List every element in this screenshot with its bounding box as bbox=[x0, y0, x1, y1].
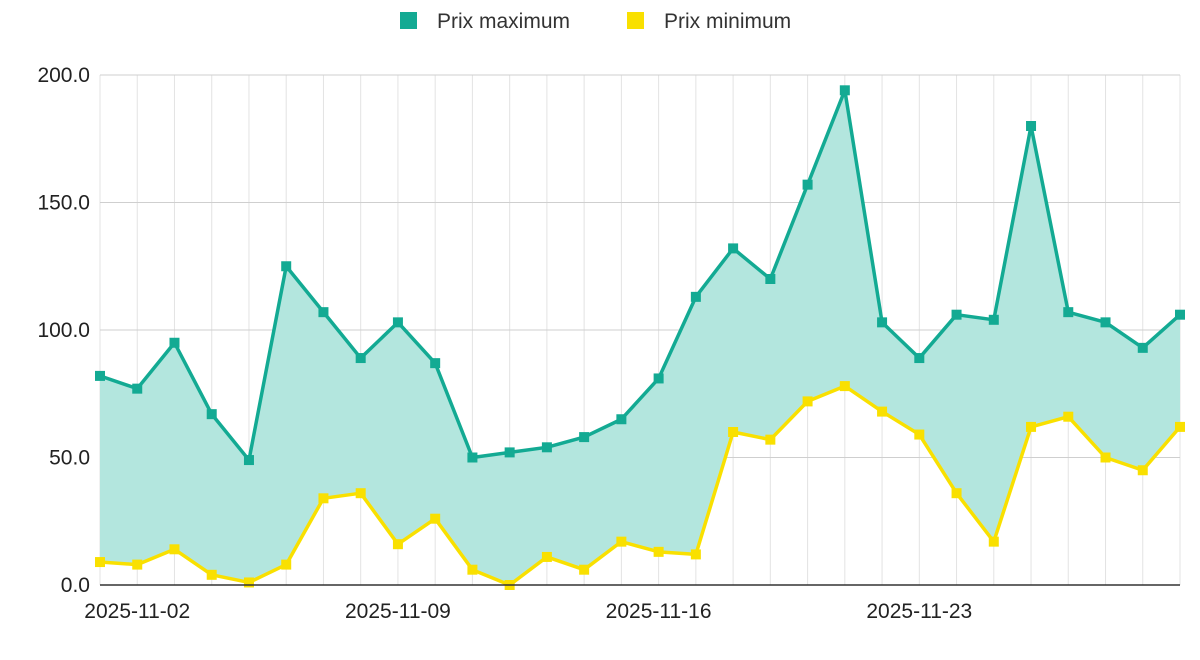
legend-swatch-prix-maximum bbox=[400, 12, 417, 29]
y-tick-label: 0.0 bbox=[61, 574, 90, 597]
data-point-prix-minimum bbox=[318, 493, 329, 504]
data-point-prix-maximum bbox=[728, 243, 739, 254]
legend-label-prix-minimum: Prix minimum bbox=[664, 10, 791, 33]
data-point-prix-maximum bbox=[1137, 342, 1148, 353]
data-point-prix-minimum bbox=[690, 549, 701, 560]
data-point-prix-minimum bbox=[467, 564, 478, 575]
y-tick-label: 50.0 bbox=[49, 447, 90, 470]
data-point-prix-maximum bbox=[169, 337, 180, 348]
data-point-prix-minimum bbox=[914, 429, 925, 440]
data-point-prix-maximum bbox=[243, 455, 254, 466]
data-point-prix-minimum bbox=[728, 427, 739, 437]
data-point-prix-minimum bbox=[355, 488, 366, 499]
data-point-prix-maximum bbox=[914, 353, 925, 364]
data-point-prix-minimum bbox=[616, 536, 627, 547]
data-point-prix-minimum bbox=[392, 539, 403, 550]
series-lines bbox=[99, 88, 1182, 587]
series-line-prix-minimum bbox=[99, 384, 1182, 587]
data-point-prix-maximum bbox=[839, 85, 850, 96]
data-point-prix-minimum bbox=[988, 536, 999, 547]
data-point-prix-minimum bbox=[1175, 421, 1185, 432]
data-point-prix-minimum bbox=[430, 513, 441, 524]
data-point-prix-minimum bbox=[1026, 421, 1037, 432]
data-point-prix-minimum bbox=[281, 559, 292, 570]
data-point-prix-maximum bbox=[1063, 307, 1074, 318]
data-point-prix-maximum bbox=[318, 307, 329, 318]
data-point-prix-maximum bbox=[467, 452, 478, 463]
data-point-prix-maximum bbox=[281, 261, 292, 272]
data-point-prix-minimum bbox=[243, 577, 254, 588]
legend-swatch-prix-minimum bbox=[627, 12, 644, 29]
data-point-prix-minimum bbox=[1137, 465, 1148, 476]
x-axis-tick-labels: 2025-11-02 2025-11-09 2025-11-16 2025-11-23 bbox=[84, 600, 972, 623]
data-point-prix-minimum bbox=[169, 544, 180, 555]
data-point-prix-minimum bbox=[802, 396, 813, 407]
data-point-prix-maximum bbox=[653, 373, 664, 384]
series-markers bbox=[95, 85, 1185, 590]
data-point-prix-maximum bbox=[1026, 121, 1037, 131]
data-point-prix-maximum bbox=[541, 442, 552, 453]
y-tick-label: 150.0 bbox=[37, 192, 90, 215]
series-line-prix-maximum bbox=[99, 88, 1182, 462]
data-point-prix-maximum bbox=[504, 447, 515, 458]
data-point-prix-minimum bbox=[132, 559, 143, 570]
data-point-prix-minimum bbox=[206, 569, 217, 580]
data-point-prix-minimum bbox=[579, 564, 590, 575]
x-tick-label: 2025-11-16 bbox=[606, 600, 712, 623]
data-point-prix-minimum bbox=[541, 551, 552, 562]
data-point-prix-maximum bbox=[1175, 309, 1185, 320]
data-point-prix-maximum bbox=[951, 309, 962, 320]
y-axis-tick-labels: 200.0 150.0 100.0 50.0 0.0 bbox=[37, 64, 90, 597]
data-point-prix-maximum bbox=[690, 291, 701, 302]
data-point-prix-maximum bbox=[802, 179, 813, 190]
data-point-prix-maximum bbox=[988, 314, 999, 325]
data-point-prix-maximum bbox=[877, 317, 888, 328]
x-tick-label: 2025-11-02 bbox=[84, 600, 190, 623]
legend-label-prix-maximum: Prix maximum bbox=[437, 10, 570, 33]
data-point-prix-minimum bbox=[951, 488, 962, 499]
data-point-prix-minimum bbox=[1063, 411, 1074, 422]
data-point-prix-maximum bbox=[1100, 317, 1111, 328]
x-tick-label: 2025-11-23 bbox=[866, 600, 972, 623]
data-point-prix-maximum bbox=[579, 432, 590, 443]
data-point-prix-minimum bbox=[839, 381, 850, 392]
data-point-prix-maximum bbox=[206, 409, 217, 420]
data-point-prix-maximum bbox=[765, 274, 776, 284]
data-point-prix-maximum bbox=[616, 414, 627, 425]
data-point-prix-minimum bbox=[653, 546, 664, 557]
data-point-prix-maximum bbox=[95, 370, 105, 381]
data-point-prix-minimum bbox=[95, 557, 105, 568]
data-point-prix-minimum bbox=[877, 406, 888, 417]
price-band-area bbox=[100, 90, 1180, 586]
data-point-prix-maximum bbox=[132, 383, 143, 394]
data-point-prix-minimum bbox=[765, 434, 776, 445]
data-point-prix-maximum bbox=[430, 358, 441, 369]
y-tick-label: 100.0 bbox=[37, 319, 90, 342]
x-tick-label: 2025-11-09 bbox=[345, 600, 451, 623]
y-tick-label: 200.0 bbox=[37, 64, 90, 87]
data-point-prix-maximum bbox=[355, 353, 366, 364]
data-point-prix-maximum bbox=[392, 317, 403, 328]
data-point-prix-minimum bbox=[1100, 452, 1111, 463]
legend: Prix maximum Prix minimum bbox=[400, 10, 791, 33]
